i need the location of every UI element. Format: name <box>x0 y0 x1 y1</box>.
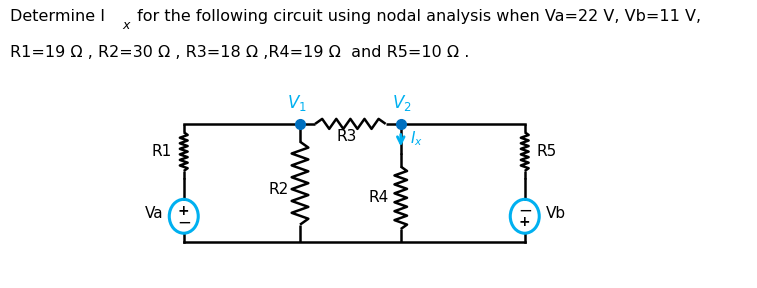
Text: Va: Va <box>145 206 164 221</box>
Text: R2: R2 <box>268 182 288 197</box>
Text: −: − <box>177 213 191 232</box>
Text: +: + <box>178 204 189 218</box>
Text: R5: R5 <box>536 144 556 159</box>
Text: R3: R3 <box>336 129 357 144</box>
Text: for the following circuit using nodal analysis when Va=22 V, Vb=11 V,: for the following circuit using nodal an… <box>132 9 702 24</box>
Text: R4: R4 <box>369 190 389 205</box>
Text: $I_x$: $I_x$ <box>410 130 423 148</box>
Text: −: − <box>518 202 531 220</box>
Text: x: x <box>123 19 130 32</box>
Text: Determine I: Determine I <box>10 9 104 24</box>
Text: $V_2$: $V_2$ <box>392 93 412 113</box>
Text: +: + <box>519 215 531 230</box>
Text: R1=19 Ω , R2=30 Ω , R3=18 Ω ,R4=19 Ω  and R5=10 Ω .: R1=19 Ω , R2=30 Ω , R3=18 Ω ,R4=19 Ω and… <box>10 45 469 60</box>
Text: $V_1$: $V_1$ <box>287 93 307 113</box>
Text: R1: R1 <box>152 144 172 159</box>
Text: Vb: Vb <box>546 206 565 221</box>
